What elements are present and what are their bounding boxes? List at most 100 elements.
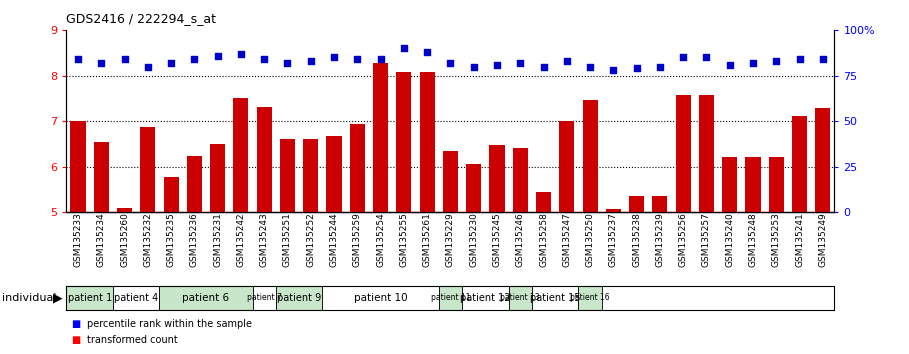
Point [560, 58, 574, 64]
Text: patient 1: patient 1 [67, 293, 112, 303]
Bar [117, 208, 132, 212]
Bar [234, 98, 248, 212]
Point [280, 60, 295, 66]
Text: GSM135243: GSM135243 [260, 212, 269, 267]
Text: GSM135252: GSM135252 [306, 212, 315, 267]
Text: patient 10: patient 10 [354, 293, 407, 303]
Point [536, 64, 551, 69]
Bar [536, 192, 551, 212]
Point [606, 67, 621, 73]
Text: GSM135261: GSM135261 [423, 212, 432, 267]
Bar [466, 164, 481, 212]
Point [164, 60, 178, 66]
Point [653, 64, 667, 69]
Bar [583, 100, 597, 212]
Point [676, 55, 691, 60]
Bar [304, 138, 318, 212]
Text: GSM135234: GSM135234 [96, 212, 105, 267]
Text: GSM135232: GSM135232 [144, 212, 153, 267]
Text: GSM135254: GSM135254 [376, 212, 385, 267]
Bar [210, 144, 225, 212]
Bar [326, 136, 342, 212]
Bar [792, 116, 807, 212]
Bar [66, 286, 113, 310]
Text: GSM135238: GSM135238 [632, 212, 641, 267]
Text: GSM135245: GSM135245 [493, 212, 502, 267]
Bar [815, 108, 831, 212]
Text: GSM135246: GSM135246 [515, 212, 524, 267]
Bar [722, 157, 737, 212]
Text: patient 15: patient 15 [530, 293, 581, 303]
Text: GSM135258: GSM135258 [539, 212, 548, 267]
Bar [462, 286, 509, 310]
Bar [699, 95, 714, 212]
Bar [140, 127, 155, 212]
Text: ▶: ▶ [53, 291, 63, 304]
Point [420, 49, 435, 55]
Text: GSM135229: GSM135229 [446, 212, 454, 267]
Point [257, 56, 272, 62]
Text: GSM135247: GSM135247 [563, 212, 571, 267]
Text: patient 4: patient 4 [114, 293, 158, 303]
Text: GSM135230: GSM135230 [469, 212, 478, 267]
Bar [605, 209, 621, 212]
Text: GSM135237: GSM135237 [609, 212, 618, 267]
Text: GSM135256: GSM135256 [679, 212, 688, 267]
Point [210, 53, 225, 58]
Text: patient 7: patient 7 [246, 293, 282, 302]
Point [350, 56, 365, 62]
Text: GSM135257: GSM135257 [702, 212, 711, 267]
Point [583, 64, 597, 69]
Text: patient 6: patient 6 [183, 293, 230, 303]
Text: percentile rank within the sample: percentile rank within the sample [87, 319, 253, 329]
Bar [769, 157, 784, 212]
Bar [373, 63, 388, 212]
Bar [420, 73, 435, 212]
Bar [323, 286, 439, 310]
Bar [509, 286, 532, 310]
Bar [159, 286, 253, 310]
Bar [70, 121, 85, 212]
Point [234, 51, 248, 57]
Text: GSM135239: GSM135239 [655, 212, 664, 267]
Point [71, 56, 85, 62]
Bar [675, 95, 691, 212]
Text: ■: ■ [71, 335, 80, 345]
Bar [256, 107, 272, 212]
Point [793, 56, 807, 62]
Point [815, 56, 830, 62]
Point [94, 60, 108, 66]
Text: patient 13: patient 13 [501, 293, 540, 302]
Bar [113, 286, 159, 310]
Point [141, 64, 155, 69]
Text: patient 12: patient 12 [460, 293, 511, 303]
Bar [439, 286, 462, 310]
Text: patient 9: patient 9 [277, 293, 321, 303]
Point [304, 58, 318, 64]
Text: ■: ■ [71, 319, 80, 329]
Bar [629, 196, 644, 212]
Bar [275, 286, 323, 310]
Point [187, 56, 202, 62]
Bar [489, 145, 504, 212]
Text: transformed count: transformed count [87, 335, 178, 345]
Text: GSM135250: GSM135250 [585, 212, 594, 267]
Text: GSM135253: GSM135253 [772, 212, 781, 267]
Point [326, 55, 341, 60]
Text: patient 11: patient 11 [431, 293, 470, 302]
Text: individual: individual [2, 293, 56, 303]
Text: GSM135242: GSM135242 [236, 212, 245, 267]
Text: GSM135236: GSM135236 [190, 212, 199, 267]
Text: GSM135233: GSM135233 [74, 212, 83, 267]
Bar [513, 148, 528, 212]
Point [117, 56, 132, 62]
Text: GSM135235: GSM135235 [166, 212, 175, 267]
Bar [187, 156, 202, 212]
Point [769, 58, 784, 64]
Point [745, 60, 760, 66]
Point [396, 45, 411, 51]
Text: GDS2416 / 222294_s_at: GDS2416 / 222294_s_at [66, 12, 216, 25]
Bar [578, 286, 602, 310]
Bar [350, 124, 365, 212]
Text: GSM135241: GSM135241 [795, 212, 804, 267]
